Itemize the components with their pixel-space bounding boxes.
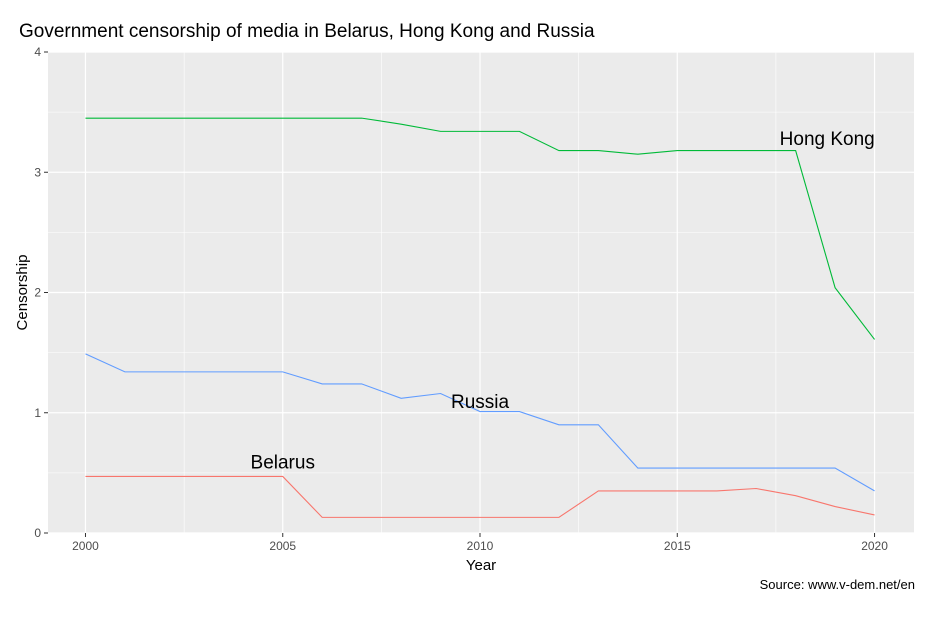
x-axis-title: Year xyxy=(466,557,496,574)
y-tick-label: 4 xyxy=(34,45,41,59)
x-tick-label: 2010 xyxy=(467,539,494,553)
series-line-hong-kong xyxy=(85,117,875,340)
y-tick-label: 2 xyxy=(34,286,41,300)
y-tick-label: 1 xyxy=(34,406,41,420)
series-label-hong-kong: Hong Kong xyxy=(780,129,875,150)
x-tick-label: 2015 xyxy=(664,539,691,553)
series-lines xyxy=(85,117,875,518)
grid-lines xyxy=(48,51,914,534)
series-line-russia xyxy=(85,353,875,492)
y-tick-label: 3 xyxy=(34,165,41,179)
series-label-russia: Russia xyxy=(451,392,510,413)
series-labels: Belarus Hong Kong Russia xyxy=(251,129,875,473)
x-tick-label: 2000 xyxy=(72,539,99,553)
y-axis-title: Censorship xyxy=(14,255,31,331)
x-tick-label: 2005 xyxy=(269,539,296,553)
series-label-belarus: Belarus xyxy=(251,452,315,473)
x-tick-label: 2020 xyxy=(861,539,888,553)
source-caption: Source: www.v-dem.net/en xyxy=(759,577,915,592)
axes: 2000 2005 2010 2015 2020 0 1 2 3 4 xyxy=(34,45,888,553)
series-line-belarus xyxy=(85,475,875,518)
chart-title: Government censorship of media in Belaru… xyxy=(19,21,595,42)
y-tick-label: 0 xyxy=(34,526,41,540)
